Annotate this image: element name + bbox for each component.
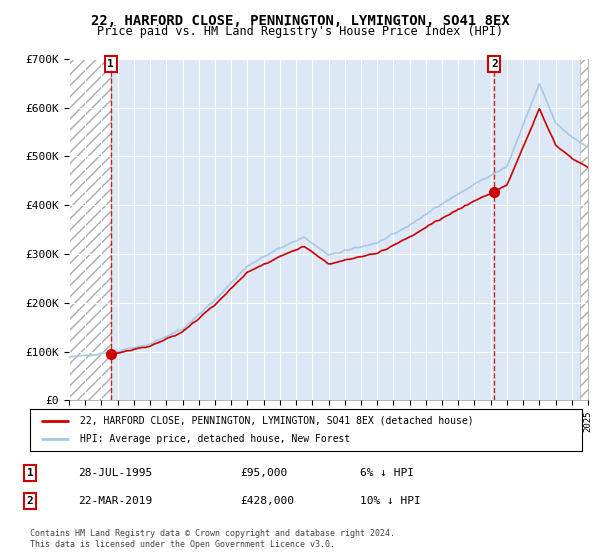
Text: 6% ↓ HPI: 6% ↓ HPI: [360, 468, 414, 478]
Text: £428,000: £428,000: [240, 496, 294, 506]
Bar: [580, 59, 588, 400]
Text: 22-MAR-2019: 22-MAR-2019: [78, 496, 152, 506]
Text: 10% ↓ HPI: 10% ↓ HPI: [360, 496, 421, 506]
Text: 1: 1: [107, 59, 114, 69]
Text: 28-JUL-1995: 28-JUL-1995: [78, 468, 152, 478]
Text: 1: 1: [26, 468, 34, 478]
Text: Contains HM Land Registry data © Crown copyright and database right 2024.
This d: Contains HM Land Registry data © Crown c…: [30, 529, 395, 549]
Text: HPI: Average price, detached house, New Forest: HPI: Average price, detached house, New …: [80, 434, 350, 444]
Bar: [69, 59, 110, 400]
Text: 22, HARFORD CLOSE, PENNINGTON, LYMINGTON, SO41 8EX: 22, HARFORD CLOSE, PENNINGTON, LYMINGTON…: [91, 14, 509, 28]
Text: 2: 2: [26, 496, 34, 506]
Text: 2: 2: [491, 59, 497, 69]
Text: £95,000: £95,000: [240, 468, 287, 478]
Text: 22, HARFORD CLOSE, PENNINGTON, LYMINGTON, SO41 8EX (detached house): 22, HARFORD CLOSE, PENNINGTON, LYMINGTON…: [80, 416, 473, 426]
Text: Price paid vs. HM Land Registry's House Price Index (HPI): Price paid vs. HM Land Registry's House …: [97, 25, 503, 38]
